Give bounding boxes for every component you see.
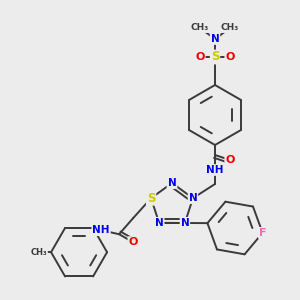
Text: S: S bbox=[147, 192, 155, 205]
Text: N: N bbox=[168, 178, 176, 188]
Text: N: N bbox=[181, 218, 189, 228]
Text: O: O bbox=[225, 155, 235, 165]
Text: N: N bbox=[211, 34, 219, 44]
Text: O: O bbox=[225, 52, 235, 62]
Text: CH₃: CH₃ bbox=[31, 248, 47, 257]
Text: N: N bbox=[168, 178, 176, 188]
Text: NH: NH bbox=[206, 165, 224, 175]
Text: S: S bbox=[211, 50, 219, 64]
Text: O: O bbox=[195, 52, 205, 62]
Text: F: F bbox=[259, 228, 266, 238]
Text: CH₃: CH₃ bbox=[221, 23, 239, 32]
Text: CH₃: CH₃ bbox=[191, 23, 209, 32]
Text: N: N bbox=[188, 193, 197, 203]
Text: O: O bbox=[128, 237, 138, 247]
Text: N: N bbox=[155, 218, 164, 228]
Text: NH: NH bbox=[92, 225, 110, 235]
Text: N: N bbox=[155, 218, 164, 228]
